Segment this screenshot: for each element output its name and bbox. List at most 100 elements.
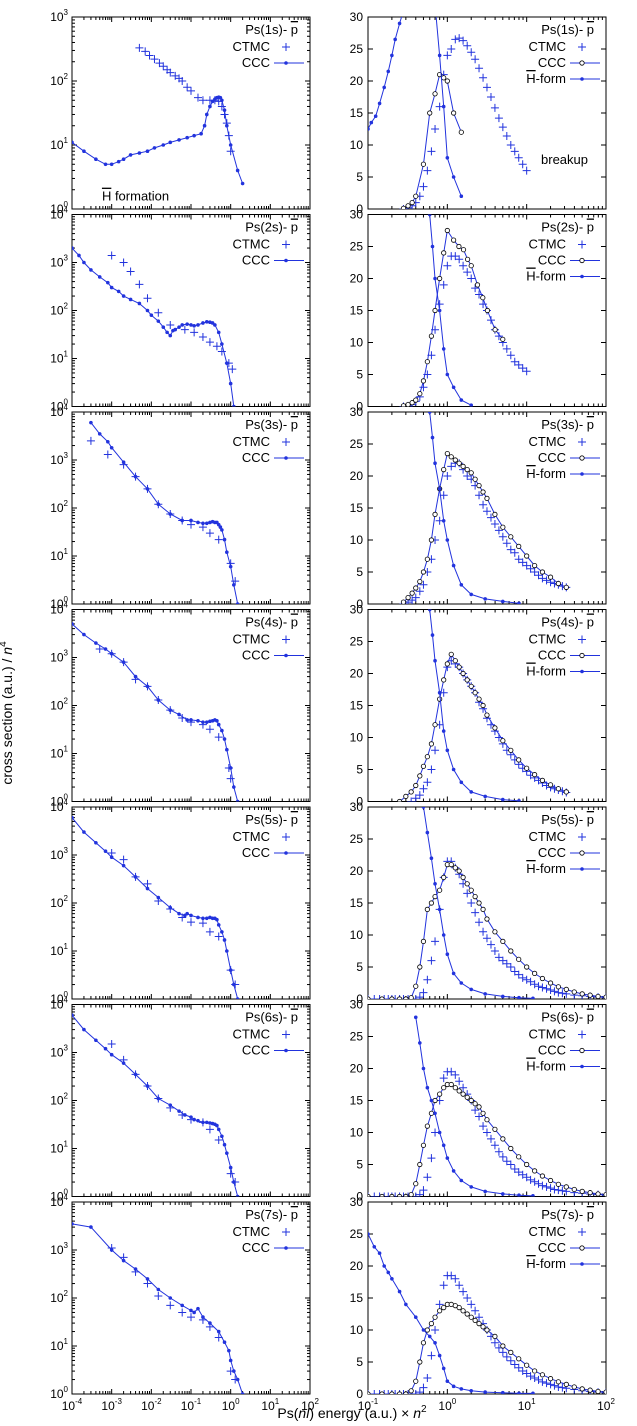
point-h-form: [445, 952, 450, 956]
point-ccc: [225, 1151, 229, 1155]
point-ctmc: [534, 1179, 543, 1188]
point-ccc: [161, 325, 166, 329]
point-h-form: [483, 794, 487, 799]
point-h-form: [531, 996, 535, 999]
point-ctmc: [482, 1128, 491, 1137]
point-ccc: [185, 718, 189, 722]
y-axis-label-var: n: [0, 647, 15, 655]
point-ccc: [508, 1349, 514, 1356]
point-ctmc: [506, 1160, 515, 1169]
point-ctmc: [471, 908, 480, 917]
point-ccc: [472, 1101, 478, 1107]
point-ctmc: [399, 1390, 408, 1394]
point-ccc: [161, 143, 166, 147]
series-line-ccc: [72, 1014, 239, 1197]
point-ccc: [177, 138, 181, 142]
legend-label: CCC: [538, 253, 566, 268]
point-h-form: [433, 882, 437, 886]
point-ccc: [222, 1340, 227, 1344]
legend-title: Ps(4s)- p: [245, 615, 298, 630]
point-ccc: [201, 1315, 205, 1319]
point-ctmc: [471, 1106, 480, 1115]
point-ctmc: [228, 365, 237, 374]
point-h-form: [451, 175, 456, 179]
point-ccc: [424, 906, 430, 913]
point-h-form: [437, 907, 442, 912]
point-ccc: [145, 1084, 150, 1088]
series-line-ccc: [72, 817, 239, 999]
point-h-form: [451, 563, 456, 568]
point-h-form: [451, 1169, 456, 1173]
point-ctmc: [463, 1294, 472, 1302]
point-ctmc: [498, 956, 507, 965]
point-ccc: [72, 1013, 74, 1017]
y-tick-label: 104: [50, 206, 68, 222]
point-h-form: [404, 1302, 408, 1307]
point-ctmc: [542, 576, 551, 585]
point-ctmc: [526, 1372, 535, 1381]
point-ctmc: [415, 587, 424, 596]
legend-marker-plus: [578, 240, 586, 249]
point-ccc: [587, 1387, 593, 1393]
point-ccc: [448, 651, 454, 657]
point-ctmc: [187, 918, 195, 927]
point-ccc: [441, 1085, 447, 1091]
x-tick-label: 102: [597, 1397, 615, 1413]
point-ccc: [420, 938, 427, 945]
point-h-form: [469, 1389, 474, 1393]
point-ctmc: [126, 267, 135, 276]
point-ctmc: [502, 344, 511, 353]
point-ccc: [500, 1136, 506, 1142]
point-ctmc: [514, 1363, 523, 1372]
point-ctmc: [205, 338, 214, 347]
point-h-form: [500, 599, 505, 604]
y-tick-label: 101: [50, 1140, 68, 1156]
point-ctmc: [602, 993, 606, 999]
point-ctmc: [475, 1112, 484, 1121]
point-ccc: [133, 474, 138, 479]
point-ctmc: [135, 43, 144, 52]
point-ccc: [563, 986, 569, 993]
y-tick-label: 0: [356, 795, 363, 809]
point-ccc: [432, 1097, 438, 1104]
point-ctmc: [411, 593, 420, 602]
point-ccc: [145, 149, 150, 154]
point-ctmc: [486, 513, 495, 522]
point-ccc: [228, 1358, 233, 1363]
point-ccc: [228, 381, 233, 386]
point-h-form: [373, 114, 378, 118]
point-ccc: [432, 91, 438, 97]
y-tick-label: 103: [50, 8, 68, 24]
point-ccc: [460, 247, 467, 253]
point-ccc: [216, 330, 221, 335]
point-ccc: [235, 1194, 240, 1197]
point-ccc: [476, 900, 482, 906]
point-ctmc: [490, 947, 499, 955]
point-ctmc: [514, 360, 523, 369]
point-ccc: [225, 949, 229, 953]
point-h-form: [390, 53, 394, 58]
point-ccc: [204, 320, 209, 324]
point-ctmc: [226, 1169, 235, 1178]
point-ccc: [156, 895, 161, 900]
point-ctmc: [486, 1134, 495, 1143]
point-ccc: [516, 757, 522, 763]
legend-marker-plus: [282, 43, 290, 51]
point-h-form: [483, 992, 487, 996]
point-ccc: [379, 996, 385, 999]
point-ccc: [82, 830, 86, 834]
point-ccc: [595, 1388, 601, 1394]
point-ccc: [145, 487, 150, 491]
point-ccc: [180, 518, 184, 523]
point-ccc: [451, 237, 457, 243]
point-ctmc: [602, 1388, 606, 1394]
point-ccc: [177, 712, 181, 717]
legend-label: H-form: [526, 71, 566, 86]
legend-marker-plus: [578, 438, 586, 446]
point-ccc: [145, 684, 150, 689]
point-ccc: [428, 1321, 435, 1327]
legend-label: H-form: [526, 1059, 566, 1074]
y-tick-label: 15: [350, 501, 364, 515]
